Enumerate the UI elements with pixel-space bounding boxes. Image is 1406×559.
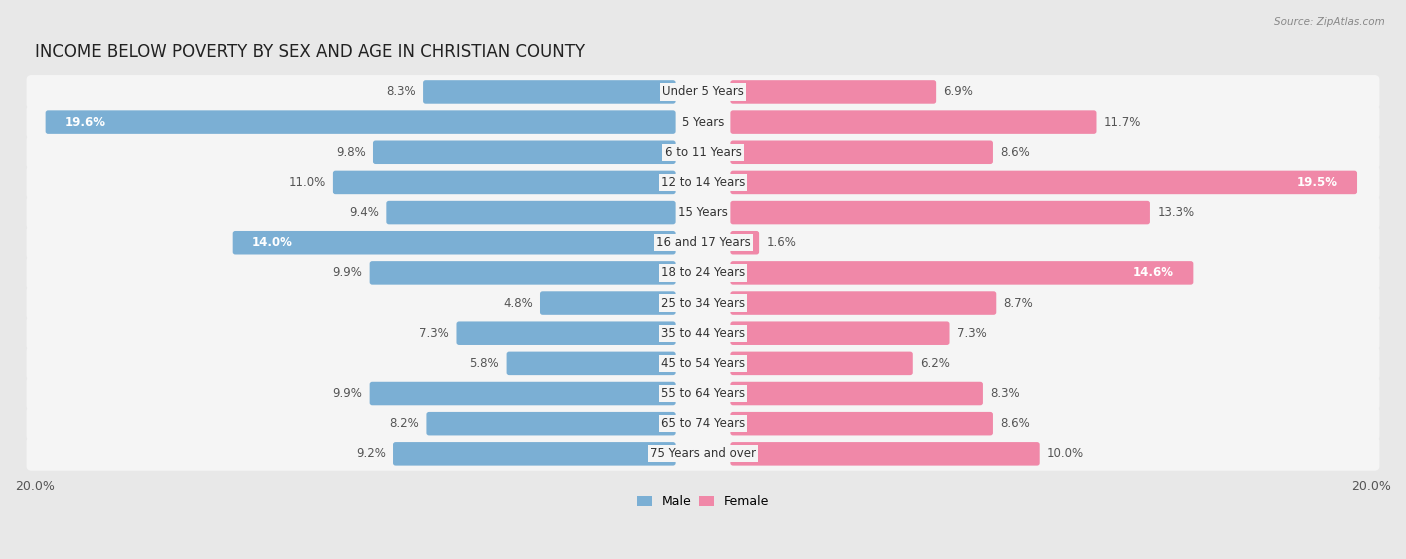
FancyBboxPatch shape bbox=[730, 201, 1150, 224]
Text: 9.2%: 9.2% bbox=[356, 447, 385, 461]
Text: 12 to 14 Years: 12 to 14 Years bbox=[661, 176, 745, 189]
FancyBboxPatch shape bbox=[370, 261, 676, 285]
FancyBboxPatch shape bbox=[457, 321, 676, 345]
Text: 9.9%: 9.9% bbox=[332, 267, 363, 280]
FancyBboxPatch shape bbox=[730, 442, 1039, 466]
FancyBboxPatch shape bbox=[423, 80, 676, 104]
Text: 16 and 17 Years: 16 and 17 Years bbox=[655, 236, 751, 249]
Text: INCOME BELOW POVERTY BY SEX AND AGE IN CHRISTIAN COUNTY: INCOME BELOW POVERTY BY SEX AND AGE IN C… bbox=[35, 43, 585, 61]
FancyBboxPatch shape bbox=[730, 110, 1097, 134]
Text: 15 Years: 15 Years bbox=[678, 206, 728, 219]
Text: 5.8%: 5.8% bbox=[470, 357, 499, 370]
Text: 11.0%: 11.0% bbox=[288, 176, 326, 189]
FancyBboxPatch shape bbox=[27, 437, 1379, 471]
Text: 7.3%: 7.3% bbox=[419, 326, 449, 340]
FancyBboxPatch shape bbox=[373, 140, 676, 164]
Text: 9.4%: 9.4% bbox=[349, 206, 380, 219]
FancyBboxPatch shape bbox=[27, 256, 1379, 290]
Text: 19.6%: 19.6% bbox=[65, 116, 105, 129]
Text: 8.6%: 8.6% bbox=[1000, 146, 1031, 159]
FancyBboxPatch shape bbox=[730, 170, 1357, 194]
Text: 19.5%: 19.5% bbox=[1296, 176, 1337, 189]
Text: 7.3%: 7.3% bbox=[957, 326, 987, 340]
Text: 14.6%: 14.6% bbox=[1133, 267, 1174, 280]
Text: 6.2%: 6.2% bbox=[920, 357, 950, 370]
Text: 13.3%: 13.3% bbox=[1157, 206, 1195, 219]
FancyBboxPatch shape bbox=[730, 140, 993, 164]
FancyBboxPatch shape bbox=[27, 226, 1379, 259]
Text: 55 to 64 Years: 55 to 64 Years bbox=[661, 387, 745, 400]
FancyBboxPatch shape bbox=[27, 316, 1379, 350]
FancyBboxPatch shape bbox=[730, 261, 1194, 285]
FancyBboxPatch shape bbox=[232, 231, 676, 254]
FancyBboxPatch shape bbox=[370, 382, 676, 405]
Text: 45 to 54 Years: 45 to 54 Years bbox=[661, 357, 745, 370]
Text: 9.9%: 9.9% bbox=[332, 387, 363, 400]
FancyBboxPatch shape bbox=[27, 347, 1379, 380]
Text: 10.0%: 10.0% bbox=[1047, 447, 1084, 461]
FancyBboxPatch shape bbox=[730, 412, 993, 435]
FancyBboxPatch shape bbox=[387, 201, 676, 224]
FancyBboxPatch shape bbox=[730, 321, 949, 345]
FancyBboxPatch shape bbox=[27, 196, 1379, 229]
Text: Source: ZipAtlas.com: Source: ZipAtlas.com bbox=[1274, 17, 1385, 27]
Text: 1.6%: 1.6% bbox=[766, 236, 796, 249]
FancyBboxPatch shape bbox=[394, 442, 676, 466]
Text: 4.8%: 4.8% bbox=[503, 297, 533, 310]
FancyBboxPatch shape bbox=[333, 170, 676, 194]
FancyBboxPatch shape bbox=[730, 80, 936, 104]
Text: 8.2%: 8.2% bbox=[389, 417, 419, 430]
FancyBboxPatch shape bbox=[506, 352, 676, 375]
FancyBboxPatch shape bbox=[27, 407, 1379, 440]
FancyBboxPatch shape bbox=[27, 286, 1379, 320]
FancyBboxPatch shape bbox=[27, 135, 1379, 169]
FancyBboxPatch shape bbox=[730, 291, 997, 315]
Text: 75 Years and over: 75 Years and over bbox=[650, 447, 756, 461]
FancyBboxPatch shape bbox=[45, 110, 676, 134]
Text: 6 to 11 Years: 6 to 11 Years bbox=[665, 146, 741, 159]
Text: 11.7%: 11.7% bbox=[1104, 116, 1142, 129]
Text: 18 to 24 Years: 18 to 24 Years bbox=[661, 267, 745, 280]
Legend: Male, Female: Male, Female bbox=[631, 490, 775, 513]
Text: 6.9%: 6.9% bbox=[943, 86, 973, 98]
Text: 35 to 44 Years: 35 to 44 Years bbox=[661, 326, 745, 340]
Text: 8.6%: 8.6% bbox=[1000, 417, 1031, 430]
Text: Under 5 Years: Under 5 Years bbox=[662, 86, 744, 98]
FancyBboxPatch shape bbox=[27, 105, 1379, 139]
Text: 8.3%: 8.3% bbox=[387, 86, 416, 98]
FancyBboxPatch shape bbox=[730, 382, 983, 405]
FancyBboxPatch shape bbox=[426, 412, 676, 435]
FancyBboxPatch shape bbox=[27, 75, 1379, 109]
FancyBboxPatch shape bbox=[730, 352, 912, 375]
Text: 14.0%: 14.0% bbox=[252, 236, 292, 249]
Text: 5 Years: 5 Years bbox=[682, 116, 724, 129]
Text: 9.8%: 9.8% bbox=[336, 146, 366, 159]
Text: 25 to 34 Years: 25 to 34 Years bbox=[661, 297, 745, 310]
FancyBboxPatch shape bbox=[730, 231, 759, 254]
Text: 8.3%: 8.3% bbox=[990, 387, 1019, 400]
Text: 8.7%: 8.7% bbox=[1004, 297, 1033, 310]
FancyBboxPatch shape bbox=[27, 377, 1379, 410]
Text: 65 to 74 Years: 65 to 74 Years bbox=[661, 417, 745, 430]
FancyBboxPatch shape bbox=[27, 165, 1379, 200]
FancyBboxPatch shape bbox=[540, 291, 676, 315]
